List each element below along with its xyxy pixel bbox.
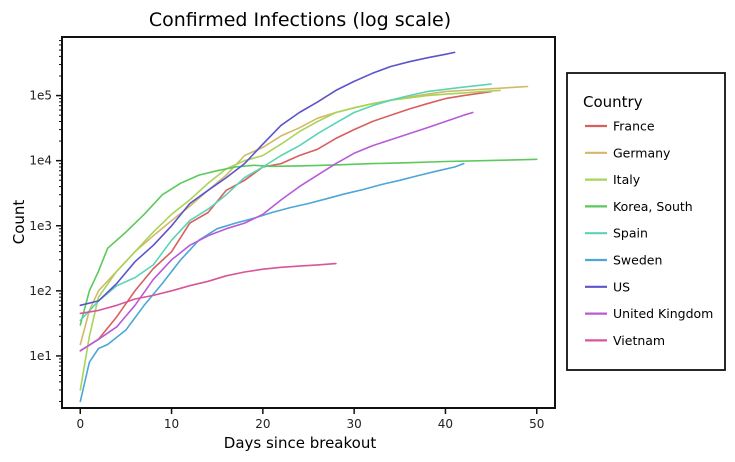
y-axis: 1e1 1e2 1e3 1e4 1e5 [29,40,62,402]
legend-title: Country [583,93,643,111]
legend-label-united-kingdom: United Kingdom [613,306,713,321]
series-line-germany [79,85,529,346]
legend-label-germany: Germany [613,145,671,160]
series-lines [79,51,538,403]
x-tick-label: 40 [438,417,453,431]
legend-label-spain: Spain [613,226,648,241]
legend-label-italy: Italy [613,172,641,187]
series-line-france [79,90,492,352]
x-tick-label: 10 [164,417,179,431]
plot-area [61,36,556,409]
x-tick-label: 0 [76,417,84,431]
y-tick-label: 1e3 [29,219,52,233]
x-tick-label: 20 [255,417,270,431]
series-line-united-kingdom [79,111,474,352]
legend-items: France Germany Italy Korea, South Spain Swede… [585,119,713,348]
y-tick-label: 1e1 [29,349,52,363]
legend-label-sweden: Sweden [613,253,662,268]
chart-title: Confirmed Infections (log scale) [149,9,451,31]
legend-label-korea-south: Korea, South [613,199,693,214]
series-line-italy [79,89,501,391]
legend-label-vietnam: Vietnam [613,333,665,348]
plot-frame [61,36,556,409]
y-tick-label: 1e4 [29,154,52,168]
legend: Country France Germany Italy Korea, South Sp… [566,72,726,371]
x-axis-label: Days since breakout [224,434,377,452]
series-line-korea-south [79,158,538,326]
y-axis-label: Count [10,200,28,245]
legend-label-france: France [613,119,655,134]
series-line-sweden [79,162,465,403]
series-line-spain [79,83,492,322]
legend-box [566,72,726,371]
series-line-us [79,51,456,307]
x-tick-label: 50 [529,417,544,431]
legend-label-us: US [613,279,630,294]
y-tick-label: 1e5 [29,89,52,103]
series-line-vietnam [79,262,337,315]
x-axis: 0 10 20 30 40 50 [76,408,544,431]
x-tick-label: 30 [347,417,362,431]
y-tick-label: 1e2 [29,284,52,298]
